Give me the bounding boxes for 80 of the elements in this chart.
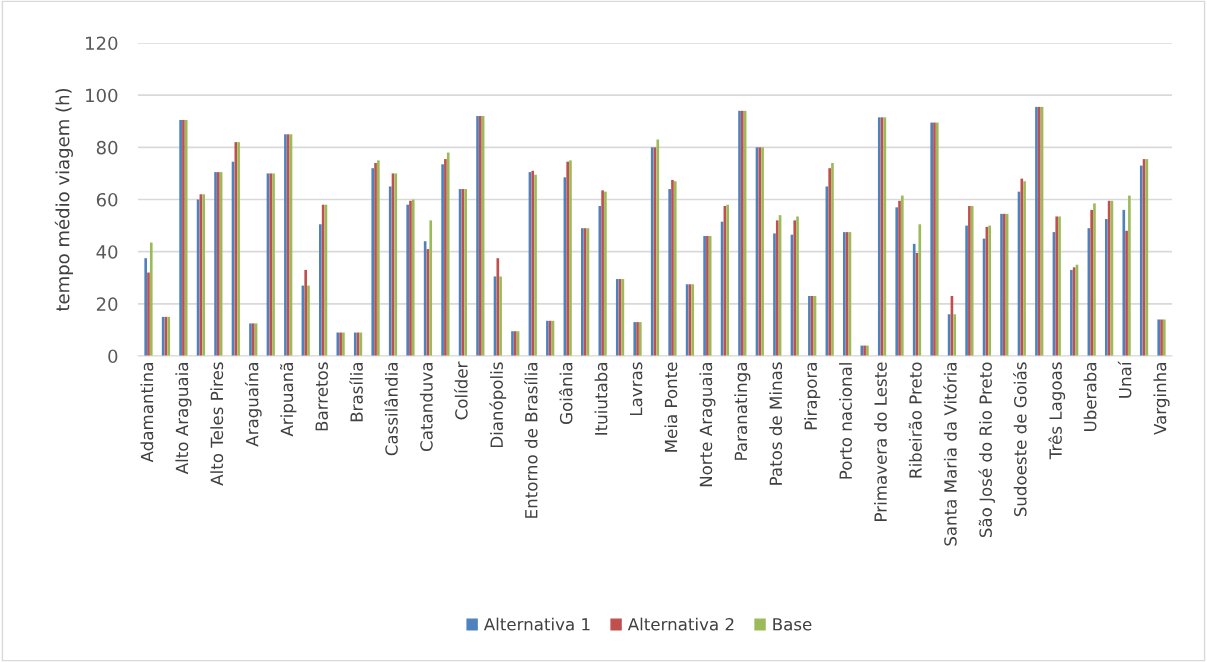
bar: [773, 233, 776, 356]
bar: [149, 242, 153, 356]
bar: [668, 189, 671, 356]
y-tick-label: 80: [96, 140, 118, 155]
x-tick-label: Unaí: [1117, 361, 1132, 398]
bar: [1093, 203, 1096, 356]
bar: [793, 220, 797, 356]
bar: [1090, 209, 1093, 356]
x-tick-label: Brasília: [349, 363, 363, 422]
x-tick-label: Aripuanã: [280, 363, 297, 437]
x-tick-label: Porto nacional: [839, 363, 852, 479]
legend-label: Base: [773, 618, 812, 631]
x-tick-label: Santa Maria da Vitória: [943, 363, 957, 546]
bar: [831, 162, 834, 356]
bar: [775, 220, 779, 356]
bar: [953, 314, 957, 356]
x-tick-label: Norte Araguaia: [699, 363, 716, 487]
x-tick-label: Catanduva: [419, 363, 433, 451]
legend-label: Alternativa 1: [483, 617, 590, 631]
x-tick-label: Patos de Minas: [769, 362, 783, 485]
x-tick-label: Ituiutaba: [594, 363, 608, 435]
bar: [499, 276, 502, 356]
x-tick-label: Cassilândia: [384, 363, 398, 456]
x-tick-label: Lavras: [629, 362, 643, 416]
x-tick-label: Uberaba: [1083, 363, 1097, 431]
bar: [307, 285, 310, 356]
y-tick-label: 120: [86, 36, 118, 51]
x-tick-label: Barretos: [315, 362, 328, 431]
bar: [496, 258, 500, 356]
x-tick-label: Adamantina: [140, 363, 154, 463]
y-tick-label: 100: [86, 88, 118, 103]
bar: [388, 186, 392, 356]
x-tick-label: Colíder: [454, 361, 468, 420]
bar: [912, 243, 916, 356]
x-tick-label: Ribeirão Preto: [908, 362, 922, 478]
y-tick-label: 40: [96, 245, 118, 259]
bar: [656, 139, 660, 356]
bar: [1128, 195, 1131, 356]
x-tick-label: Varginha: [1153, 363, 1170, 435]
bar: [828, 168, 831, 356]
y-tick-label: 0: [108, 349, 118, 364]
x-tick-label: Goiânia: [558, 363, 573, 424]
bar: [319, 224, 322, 356]
bar: [1105, 219, 1108, 356]
bar: [598, 206, 602, 356]
bar: [144, 258, 148, 356]
bar: [895, 207, 899, 356]
bar: [441, 164, 444, 356]
x-tick-label: Três Lagoas: [1048, 362, 1066, 460]
legend-label: Alternativa 2: [627, 617, 734, 631]
y-tick-label: 60: [96, 192, 118, 207]
x-tick-label: Dianópolis: [489, 362, 507, 448]
x-tick-label: São José do Rio Preto: [978, 362, 996, 538]
x-tick-label: Pirapora: [804, 363, 821, 430]
bar: [1139, 165, 1143, 356]
y-axis-title: tempo médio viagem (h): [54, 88, 73, 312]
x-tick-label: Primavera do Leste: [874, 362, 887, 521]
bar: [446, 152, 450, 356]
x-tick-label: Alto Araguaia: [175, 363, 192, 475]
bar: [1122, 209, 1126, 356]
bar: [534, 174, 537, 356]
bar: [796, 216, 799, 356]
bar: [304, 269, 307, 356]
bar: [406, 204, 410, 356]
y-tick-label: 20: [96, 297, 118, 311]
bar: [918, 224, 922, 356]
bar: [1125, 230, 1128, 356]
bar: [898, 200, 901, 356]
bar: [147, 272, 150, 356]
x-tick-label: Alto Teles Pires: [210, 362, 224, 486]
x-tick-label: Paranatinga: [734, 363, 751, 460]
x-tick-label: Araguaína: [244, 363, 262, 447]
bar: [965, 225, 968, 356]
x-tick-label: Sudoeste de Goiás: [1013, 362, 1027, 517]
bar: [444, 159, 447, 356]
x-tick-label: Meia Ponte: [664, 362, 678, 452]
bar: [371, 168, 375, 356]
bar: [429, 220, 433, 356]
x-tick-label: Entorno de Brasília: [524, 363, 538, 518]
bar: [900, 195, 904, 356]
